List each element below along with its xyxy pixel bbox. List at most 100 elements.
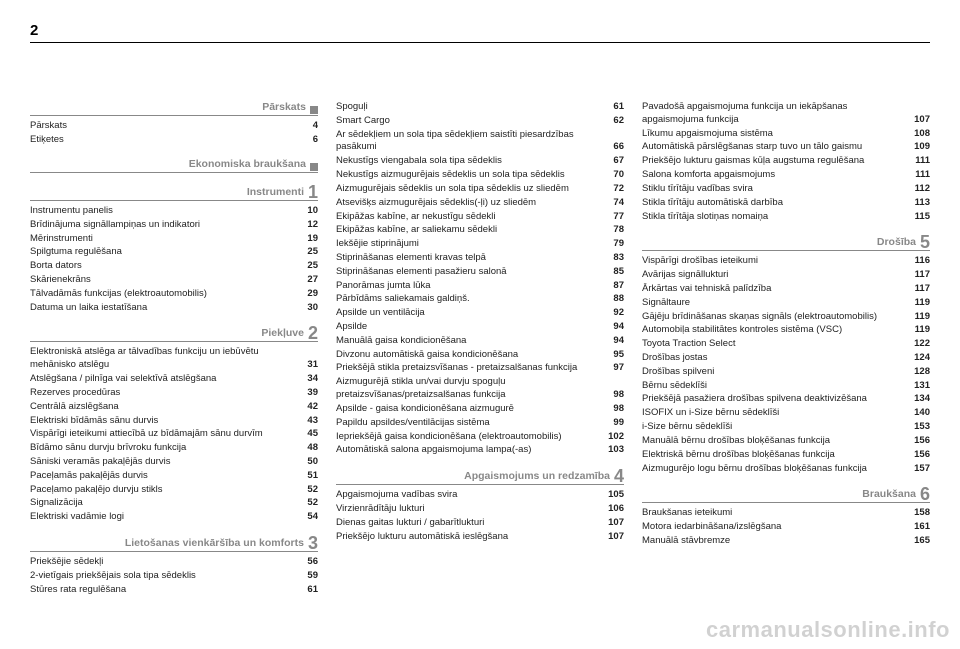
toc-entry-label: Vispārīgi drošības ieteikumi xyxy=(642,255,902,268)
toc-entry: Līkumu apgaismojuma sistēma108 xyxy=(642,128,930,141)
toc-entry-label: Datuma un laika iestatīšana xyxy=(30,302,290,315)
toc-entry-label: Ekipāžas kabīne, ar nekustīgu sēdekli xyxy=(336,211,596,224)
toc-entry-page: 10 xyxy=(296,205,318,218)
toc-entry-page: 50 xyxy=(296,456,318,469)
toc-entry: Stiklu tīrītāju vadības svira 112 xyxy=(642,183,930,196)
section-number: 1 xyxy=(308,183,318,201)
toc-entry-label: Paceļamo pakaļējo durvju stikls xyxy=(30,484,290,497)
toc-entry-label: Paceļamās pakaļējās durvis xyxy=(30,470,290,483)
toc-entry: Elektriskā bērnu drošības bloķēšanas fun… xyxy=(642,449,930,462)
toc-entry-page: 74 xyxy=(602,197,624,210)
section-title: Drošība xyxy=(877,235,916,249)
section-title: Pārskats xyxy=(262,100,306,114)
toc-entry-label: Vispārīgi ieteikumi attiecībā uz bīdāmaj… xyxy=(30,428,290,441)
toc-entry-label: Pārbīdāms saliekamais galdiņš. xyxy=(336,293,596,306)
section-head: Braukšana6 xyxy=(642,485,930,503)
section-number: 2 xyxy=(308,324,318,342)
toc-entry: Gājēju brīdināšanas skaņas signāls (elek… xyxy=(642,311,930,324)
toc-entry: Stiprināšanas elementi kravas telpā83 xyxy=(336,252,624,265)
toc-entry-label: Stiklu tīrītāju vadības svira xyxy=(642,183,902,196)
toc-entry: Nekustīgs aizmugurējais sēdeklis un sola… xyxy=(336,169,624,182)
toc-entry: Instrumentu panelis10 xyxy=(30,205,318,218)
toc-entry: Priekšējo lukturu gaismas kūļa augstuma … xyxy=(642,155,930,168)
toc-entry-label: Spoguļi xyxy=(336,101,596,114)
toc-entry-page: 124 xyxy=(908,352,930,365)
toc-entry: Manuālā stāvbremze165 xyxy=(642,535,930,548)
toc-entry-page: 78 xyxy=(602,224,624,237)
toc-entry: Bīdāmo sānu durvju brīvroku funkcija48 xyxy=(30,442,318,455)
toc-entry-page: 52 xyxy=(296,484,318,497)
toc-entry: Stiprināšanas elementi pasažieru salonā8… xyxy=(336,266,624,279)
toc-entry-label: Elektriski bīdāmās sānu durvis xyxy=(30,415,290,428)
toc-entry-label: Manuālā bērnu drošības bloķēšanas funkci… xyxy=(642,435,902,448)
toc-entry-label: Priekšējo lukturu automātiskā ieslēgšana xyxy=(336,531,596,544)
toc-entry-label: Stikla tīrītāju automātiskā darbība xyxy=(642,197,902,210)
toc-entry-page: 97 xyxy=(602,362,624,375)
toc-entry-label: Priekšējie sēdekļi xyxy=(30,556,290,569)
toc-entry-page: 66 xyxy=(602,141,624,154)
section-title: Instrumenti xyxy=(247,185,304,199)
toc-entry-page: 153 xyxy=(908,421,930,434)
toc-entry-label: Elektriski vadāmie logi xyxy=(30,511,290,524)
toc-entry: Papildu apsildes/ventilācijas sistēma99 xyxy=(336,417,624,430)
toc-entry: Elektriski vadāmie logi54 xyxy=(30,511,318,524)
toc-entry: Skārienekrāns27 xyxy=(30,274,318,287)
toc-entry-page: 140 xyxy=(908,407,930,420)
toc-entry-page: 12 xyxy=(296,219,318,232)
toc-entry-page: 107 xyxy=(602,531,624,544)
section-head: Drošība5 xyxy=(642,233,930,251)
toc-entry-page: 119 xyxy=(908,324,930,337)
toc-entry: Brīdinājuma signāllampiņas un indikatori… xyxy=(30,219,318,232)
section-head: Piekļuve2 xyxy=(30,324,318,342)
toc-entry: Toyota Traction Select122 xyxy=(642,338,930,351)
toc-entry-page: 59 xyxy=(296,570,318,583)
toc-entry-page: 29 xyxy=(296,288,318,301)
toc-entry: Priekšējie sēdekļi 56 xyxy=(30,556,318,569)
section-title: Ekonomiska braukšana xyxy=(189,157,306,171)
toc-entry-page: 62 xyxy=(602,115,624,128)
toc-entry-page: 61 xyxy=(602,101,624,114)
toc-entry-page: 107 xyxy=(602,517,624,530)
toc-entry: Braukšanas ieteikumi158 xyxy=(642,507,930,520)
toc-entry-label: Motora iedarbināšana/izslēgšana xyxy=(642,521,902,534)
toc-entry-page: 131 xyxy=(908,380,930,393)
toc-entry: Salona komforta apgaismojums111 xyxy=(642,169,930,182)
toc-entry-page: 94 xyxy=(602,335,624,348)
toc-entry-page: 61 xyxy=(296,584,318,597)
toc-entry: Avārijas signāllukturi117 xyxy=(642,269,930,282)
toc-entry-label: Nekustīgs aizmugurējais sēdeklis un sola… xyxy=(336,169,596,182)
toc-entry-page: 107 xyxy=(908,114,930,127)
toc-entry-page: 98 xyxy=(602,403,624,416)
toc-entry-page: 156 xyxy=(908,449,930,462)
toc-entry-label: Nekustīgs viengabala sola tipa sēdeklis xyxy=(336,155,596,168)
toc-entry: Paceļamās pakaļējās durvis 51 xyxy=(30,470,318,483)
toc-entry-page: 99 xyxy=(602,417,624,430)
toc-entry: Vispārīgi drošības ieteikumi116 xyxy=(642,255,930,268)
toc-entry: Aizmugurējais sēdeklis un sola tipa sēde… xyxy=(336,183,624,196)
toc-entry: Centrālā aizslēgšana42 xyxy=(30,401,318,414)
toc-entry-label: Brīdinājuma signāllampiņas un indikatori xyxy=(30,219,290,232)
toc-entry-label: Apsilde xyxy=(336,321,596,334)
toc-entry-page: 83 xyxy=(602,252,624,265)
toc-entry-page: 112 xyxy=(908,183,930,196)
toc-entry-label: Iekšējie stiprinājumi xyxy=(336,238,596,251)
toc-entry-label: Iepriekšējā gaisa kondicionēšana (elektr… xyxy=(336,431,596,444)
toc-entry-page: 95 xyxy=(602,349,624,362)
toc-entry-page: 111 xyxy=(908,169,930,182)
toc-entry-page: 158 xyxy=(908,507,930,520)
toc-entry-label: Automobiļa stabilitātes kontroles sistēm… xyxy=(642,324,902,337)
toc-entry-page: 72 xyxy=(602,183,624,196)
toc-entry-page: 88 xyxy=(602,293,624,306)
toc-entry: Apsilde94 xyxy=(336,321,624,334)
section-marker-icon xyxy=(310,163,318,171)
toc-entry-label: Apgaismojuma vadības svira xyxy=(336,489,596,502)
toc-entry-page: 56 xyxy=(296,556,318,569)
toc-entry-label: Toyota Traction Select xyxy=(642,338,902,351)
toc-entry: Rezerves procedūras39 xyxy=(30,387,318,400)
toc-entry-page: 27 xyxy=(296,274,318,287)
toc-entry-page: 51 xyxy=(296,470,318,483)
toc-entry: Paceļamo pakaļējo durvju stikls 52 xyxy=(30,484,318,497)
toc-entry: Aizmugurējo logu bērnu drošības bloķēšan… xyxy=(642,463,930,476)
toc-entry-label: Dienas gaitas lukturi / gabarītlukturi xyxy=(336,517,596,530)
toc-entry: Iekšējie stiprinājumi79 xyxy=(336,238,624,251)
